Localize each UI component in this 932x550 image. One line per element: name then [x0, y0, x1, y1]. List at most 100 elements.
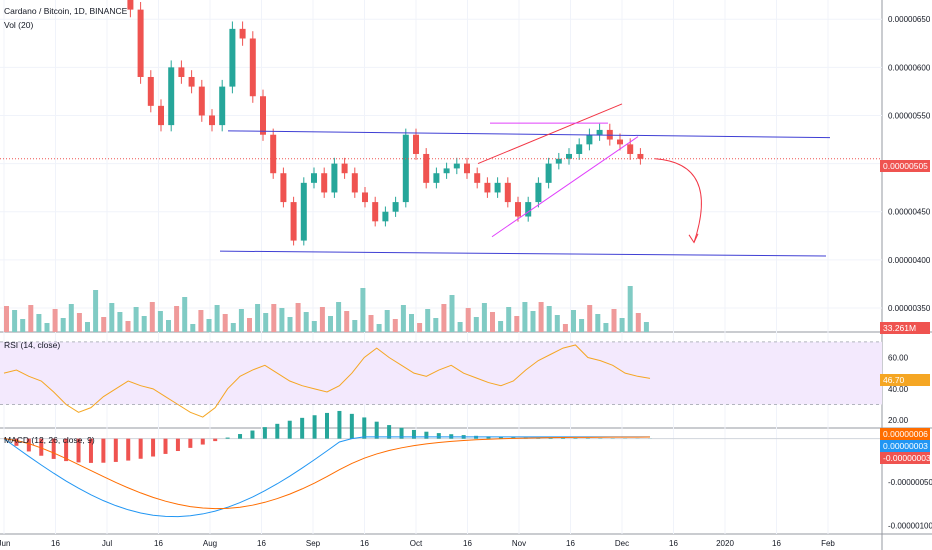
time-tick-label: Jun	[0, 539, 10, 548]
rsi-legend: RSI (14, close)	[4, 340, 61, 350]
time-tick-label: Aug	[203, 539, 217, 548]
candle-body	[474, 173, 481, 183]
price-pane	[0, 0, 882, 257]
volume-bar	[28, 305, 34, 332]
volume-bar	[60, 318, 66, 332]
macd-line-tag: 0.00000003	[880, 440, 930, 452]
macd-histogram-bar	[436, 433, 441, 439]
macd-line	[3, 436, 650, 518]
volume-bar	[247, 318, 252, 332]
volume-bar	[619, 318, 625, 332]
wedge-upper-line	[477, 103, 623, 165]
volume-bar	[400, 305, 406, 332]
macd-histogram-bar	[337, 410, 342, 439]
candle-body	[484, 182, 491, 193]
volume-legend: Vol (20)	[4, 20, 34, 30]
volume-bar	[157, 311, 163, 332]
volume-bar	[117, 312, 123, 332]
wedge-lower-line	[491, 136, 639, 238]
candle-body	[147, 76, 154, 106]
candle-body	[239, 28, 246, 39]
macd-histogram-bar	[561, 438, 566, 439]
volume-bar	[473, 317, 479, 332]
volume-bar	[206, 319, 212, 332]
candle-body	[178, 67, 185, 77]
volume-bar	[514, 316, 520, 332]
volume-bar	[449, 295, 455, 332]
volume-bar	[336, 302, 342, 332]
volume-bar	[457, 322, 463, 332]
rsi-tick-label: 60.00	[888, 354, 909, 363]
volume-bar	[319, 307, 325, 332]
candle-body	[341, 163, 348, 174]
volume-bar	[311, 321, 317, 332]
rsi-tick-label: 20.00	[888, 416, 909, 425]
time-tick-label: Dec	[615, 539, 629, 548]
macd-legend: MACD (12, 26, close, 9)	[4, 435, 95, 445]
macd-histogram-bar	[225, 437, 230, 439]
candle-body	[219, 86, 226, 126]
volume-bar	[174, 306, 180, 332]
macd-signal-line	[3, 436, 651, 510]
macd-histogram-bar	[138, 438, 143, 459]
macd-histogram-bar	[175, 438, 180, 452]
rsi-line	[3, 344, 651, 418]
volume-bar	[52, 309, 58, 332]
price-tick-label: 0.00000600	[888, 63, 931, 72]
price-tick-label: 0.00000450	[888, 208, 931, 217]
candle-body	[331, 163, 338, 193]
candle-body	[260, 96, 266, 135]
volume-bar	[603, 323, 609, 332]
volume-bar	[352, 320, 358, 332]
macd-histogram-bar	[287, 420, 292, 439]
candle-body	[555, 158, 562, 164]
candle-body	[627, 144, 634, 154]
macd-histogram-bar	[26, 438, 31, 452]
volume-bar	[133, 307, 139, 332]
macd-tick-label: -0.00000100	[888, 521, 932, 530]
macd-histogram-bar	[39, 438, 44, 456]
projection-arrow	[654, 158, 702, 243]
volume-bar	[190, 324, 196, 332]
volume-bar	[595, 314, 601, 332]
candle-body	[576, 144, 583, 154]
volume-bar	[182, 297, 188, 332]
volume-bar	[222, 314, 228, 332]
symbol-legend: Cardano / Bitcoin, 1D, BINANCE	[4, 6, 128, 16]
macd-histogram-bar	[548, 437, 553, 439]
macd-histogram-bar	[126, 438, 131, 461]
macd-histogram-bar	[325, 412, 329, 439]
last-rsi-tag: 46.70	[880, 374, 930, 386]
candle-body	[504, 182, 511, 203]
volume-bar	[109, 303, 115, 332]
macd-histogram-bar	[399, 427, 404, 439]
volume-bar	[554, 315, 560, 332]
macd-histogram-bar	[275, 423, 280, 439]
macd-histogram-bar	[411, 429, 416, 439]
candle-body	[443, 168, 450, 174]
macd-histogram-bar	[188, 438, 193, 448]
volume-bar	[490, 312, 495, 332]
volume-bar	[85, 322, 90, 332]
volume-pane	[4, 286, 649, 332]
volume-bar	[441, 304, 447, 332]
candle-body	[209, 115, 215, 126]
candle-body	[372, 202, 379, 222]
volume-bar	[368, 315, 374, 332]
macd-histogram-bar	[163, 438, 168, 454]
time-tick-label: Feb	[821, 539, 835, 548]
candle-body	[566, 153, 572, 159]
volume-bar	[409, 314, 414, 332]
candle-body	[433, 173, 440, 183]
volume-bar	[376, 324, 382, 332]
volume-bar	[166, 320, 171, 332]
candle-body	[413, 134, 419, 154]
volume-bar	[579, 319, 585, 332]
candle-body	[617, 139, 623, 145]
time-tick-label: 16	[669, 539, 678, 548]
macd-histogram-bar	[250, 430, 255, 439]
candle-body	[525, 202, 532, 217]
rsi-pane	[0, 341, 882, 418]
volume-bar	[271, 304, 277, 332]
